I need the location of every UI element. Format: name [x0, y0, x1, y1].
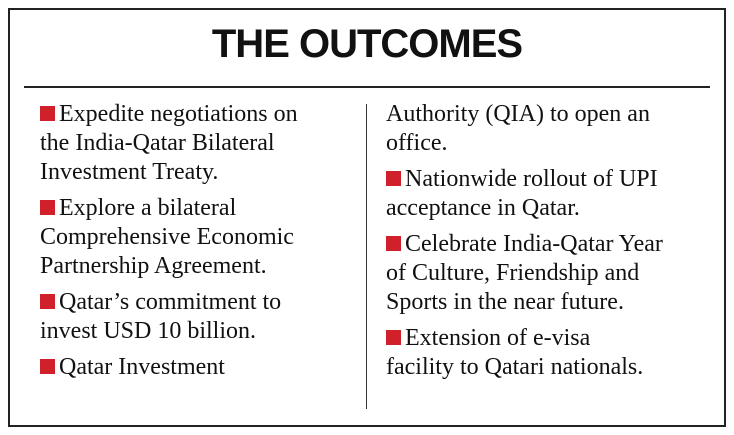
- item-text: Investment Treaty.: [40, 159, 219, 185]
- item-line: Extension of e-visa: [386, 324, 716, 353]
- bullet: [40, 294, 55, 309]
- item-line: Nationwide rollout of UPI: [386, 165, 716, 194]
- item-line: Partnership Agreement.: [40, 252, 370, 281]
- item-line: Celebrate India-Qatar Year: [386, 230, 716, 259]
- divider: [366, 104, 367, 409]
- item-line: acceptance in Qatar.: [386, 194, 716, 223]
- frame: [8, 8, 726, 427]
- item-line: invest USD 10 billion.: [40, 317, 370, 346]
- item-text: Nationwide rollout of UPI: [405, 166, 658, 192]
- column: Expedite negotiations on the India-Qatar …: [40, 100, 370, 389]
- item-text: Celebrate India-Qatar Year: [405, 231, 663, 257]
- item-line: Authority (QIA) to open an: [386, 100, 716, 129]
- item-text: Qatar Investment: [59, 354, 225, 380]
- item: Nationwide rollout of UPI acceptance in Q…: [386, 165, 716, 223]
- item: Expedite negotiations on the India-Qatar …: [40, 100, 370, 187]
- bullet: [386, 330, 401, 345]
- item-line: of Culture, Friendship and: [386, 259, 716, 288]
- item-line: Investment Treaty.: [40, 158, 370, 187]
- item-text: Expedite negotiations on: [59, 101, 298, 127]
- item-text: Partnership Agreement.: [40, 253, 267, 279]
- item: Explore a bilateral Comprehensive Economi…: [40, 194, 370, 281]
- item-text: the India-Qatar Bilateral: [40, 130, 275, 156]
- item: Qatar Investment: [40, 353, 370, 382]
- item-line: Explore a bilateral: [40, 194, 370, 223]
- item-line: Comprehensive Economic: [40, 223, 370, 252]
- item-line: the India-Qatar Bilateral: [40, 129, 370, 158]
- item-text: Authority (QIA) to open an: [386, 101, 650, 127]
- bullet: [40, 200, 55, 215]
- item-line: Expedite negotiations on: [40, 100, 370, 129]
- rule: [24, 86, 710, 88]
- bullet: [40, 106, 55, 121]
- item-text: of Culture, Friendship and: [386, 260, 640, 286]
- item-line: Qatar Investment: [40, 353, 370, 382]
- item: Qatar’s commitment to invest USD 10 billi…: [40, 288, 370, 346]
- title: THE OUTCOMES: [211, 22, 523, 66]
- item-text: facility to Qatari nationals.: [386, 354, 644, 380]
- bullet: [386, 171, 401, 186]
- item-text: Extension of e-visa: [405, 325, 591, 351]
- item-line: Qatar’s commitment to: [40, 288, 370, 317]
- item-text: Sports in the near future.: [386, 289, 624, 315]
- bullet: [386, 236, 401, 251]
- item-text: Qatar’s commitment to: [59, 289, 282, 315]
- column: Authority (QIA) to open an office. Nationw…: [386, 100, 716, 389]
- item-text: acceptance in Qatar.: [386, 195, 580, 221]
- item-text: office.: [386, 130, 448, 156]
- item-line: office.: [386, 129, 716, 158]
- item: Extension of e-visa facility to Qatari na…: [386, 324, 716, 382]
- item-text: Explore a bilateral: [59, 195, 237, 221]
- item-line: facility to Qatari nationals.: [386, 353, 716, 382]
- item-line: Sports in the near future.: [386, 288, 716, 317]
- bullet: [40, 359, 55, 374]
- item: Authority (QIA) to open an office.: [386, 100, 716, 158]
- item: Celebrate India-Qatar Year of Culture, Fr…: [386, 230, 716, 317]
- item-text: invest USD 10 billion.: [40, 318, 257, 344]
- item-text: Comprehensive Economic: [40, 224, 294, 250]
